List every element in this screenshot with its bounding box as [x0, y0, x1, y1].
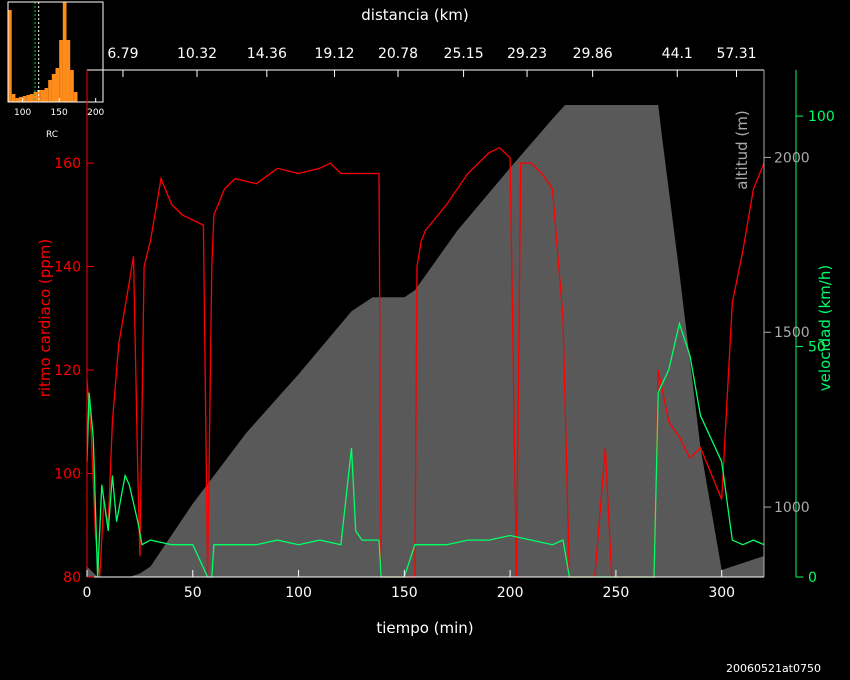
top-tick-label: 10.32 — [177, 46, 217, 62]
x-axis-title: tiempo (min) — [376, 619, 473, 637]
altitude-tick-label: 1500 — [774, 325, 810, 341]
x-tick-label: 200 — [497, 585, 524, 601]
histogram-tick-label: 200 — [87, 108, 104, 118]
hr-tick-label: 140 — [54, 260, 81, 276]
histogram-tick-label: 100 — [14, 108, 31, 118]
speed-line — [86, 321, 765, 578]
histogram-bar — [55, 68, 60, 102]
histogram-bar — [48, 80, 52, 102]
histogram-bar — [59, 40, 63, 102]
top-tick-label: 57.31 — [716, 46, 756, 62]
histogram-bar — [70, 70, 74, 102]
top-tick-label: 14.36 — [247, 46, 287, 62]
top-tick-label: 19.12 — [314, 46, 354, 62]
histogram-bar — [44, 88, 49, 102]
histogram-bar — [66, 40, 71, 102]
speed-tick-label: 50 — [808, 340, 826, 356]
x-tick-label: 100 — [285, 585, 312, 601]
histogram-bar — [26, 95, 30, 102]
histogram-bar — [33, 92, 38, 102]
footer-id: 20060521at0750 — [726, 662, 821, 675]
top-axis-title: distancia (km) — [361, 6, 468, 24]
histogram-bar — [15, 98, 19, 102]
hr-tick-label: 120 — [54, 363, 81, 379]
hr-tick-label: 80 — [63, 570, 81, 586]
top-tick-label: 44.1 — [662, 46, 693, 62]
axes: 0 50 100 150 200 250 300 6.79 10.32 14.36 19.12 20.… — [54, 46, 834, 601]
histogram-x-title: RC — [46, 130, 58, 140]
altitude-area — [87, 105, 764, 577]
speed-tick-label: 100 — [808, 109, 835, 125]
histogram-bar — [11, 94, 16, 102]
altitude-tick-label: 2000 — [774, 150, 810, 166]
speed-polyline — [86, 321, 765, 578]
histogram-bar — [8, 10, 12, 102]
x-tick-label: 50 — [184, 585, 202, 601]
histogram-bar — [51, 74, 56, 102]
altitude-axis-title: altitud (m) — [733, 110, 751, 189]
hr-axis-title: ritmo cardiaco (ppm) — [36, 239, 54, 398]
altitude-area-shape — [87, 105, 764, 577]
histogram-tick-label: 150 — [51, 108, 68, 118]
top-tick-label: 20.78 — [378, 46, 418, 62]
speed-tick-label: 0 — [808, 570, 817, 586]
x-tick-label: 0 — [83, 585, 92, 601]
hr-tick-label: 160 — [54, 156, 81, 172]
hr-tick-label: 100 — [54, 467, 81, 483]
x-tick-label: 150 — [391, 585, 418, 601]
histogram-frame — [7, 1, 104, 103]
histogram-bar — [40, 90, 45, 102]
top-tick-label: 29.23 — [507, 46, 547, 62]
top-tick-label: 25.15 — [444, 46, 484, 62]
x-tick-label: 300 — [708, 585, 735, 601]
speed-axis-title: velocidad (km/h) — [816, 265, 834, 391]
hr-histogram: 100 150 200 — [7, 1, 105, 118]
altitude-tick-label: 1000 — [774, 500, 810, 516]
histogram-bar — [19, 97, 23, 102]
x-tick-label: 250 — [603, 585, 630, 601]
histogram-bar — [73, 92, 78, 102]
histogram-bar — [62, 2, 67, 102]
histogram-bar — [22, 96, 27, 102]
top-tick-label: 6.79 — [107, 46, 138, 62]
histogram-bar — [29, 94, 34, 102]
top-tick-label: 29.86 — [573, 46, 613, 62]
